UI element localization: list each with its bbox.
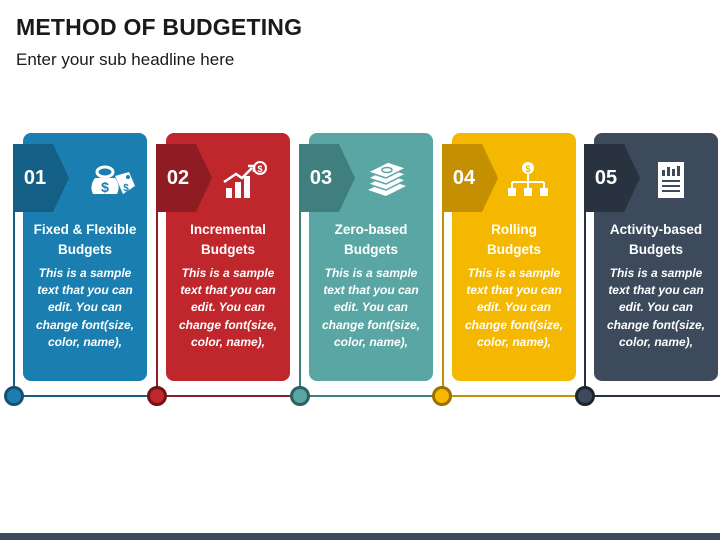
- svg-text:$: $: [101, 179, 109, 195]
- number-tab: [156, 144, 196, 212]
- connector-line-4: [442, 180, 444, 388]
- connector-line-1: [13, 180, 15, 388]
- card-title: Fixed & Flexible Budgets: [33, 222, 137, 257]
- timeline-segment-5: [593, 395, 720, 397]
- card-description: This is a sample text that you can edit. Y…: [178, 266, 277, 349]
- card-description: This is a sample text that you can edit. Y…: [35, 266, 134, 349]
- card-title: Rolling Budgets: [487, 222, 541, 257]
- timeline-segment-4: [451, 395, 585, 397]
- connector-line-3: [299, 180, 301, 388]
- report-document-icon: [645, 160, 697, 200]
- number-tab: [13, 144, 53, 212]
- card-title: Incremental Budgets: [190, 222, 266, 257]
- card-number: 05: [594, 166, 618, 189]
- dollar-hierarchy-icon: $: [502, 160, 554, 200]
- number-tab: [442, 144, 482, 212]
- card-description: This is a sample text that you can edit. Y…: [464, 266, 563, 349]
- connector-line-5: [584, 180, 586, 388]
- number-tab: [299, 144, 339, 212]
- card-description: This is a sample text that you can edit. Y…: [606, 266, 705, 349]
- card-title: Zero-based Budgets: [334, 222, 408, 257]
- tab-arrow: [339, 144, 355, 212]
- timeline-dot-1: [4, 386, 24, 406]
- number-tab: [584, 144, 624, 212]
- page-title: METHOD OF BUDGETING: [16, 14, 303, 40]
- tab-arrow: [53, 144, 69, 212]
- svg-text:$: $: [257, 164, 262, 174]
- tab-arrow: [624, 144, 640, 212]
- timeline-segment-2: [165, 395, 299, 397]
- card-number: 02: [166, 166, 190, 189]
- card-number: 01: [23, 166, 47, 189]
- svg-text:$: $: [123, 183, 129, 194]
- card-title: Activity-based Budgets: [609, 222, 703, 257]
- dollar-tag-icon: $ $: [85, 160, 137, 200]
- card-number: 04: [452, 166, 476, 189]
- timeline-dot-2: [147, 386, 167, 406]
- money-stack-icon: [360, 160, 412, 200]
- timeline-segment-1: [22, 395, 156, 397]
- tab-arrow: [196, 144, 212, 212]
- timeline-dot-5: [575, 386, 595, 406]
- timeline-dot-4: [432, 386, 452, 406]
- card-number: 03: [309, 166, 333, 189]
- tab-arrow: [482, 144, 498, 212]
- page-subtitle: Enter your sub headline here: [16, 50, 235, 69]
- connector-line-2: [156, 180, 158, 388]
- timeline-dot-3: [290, 386, 310, 406]
- card-description: This is a sample text that you can edit. Y…: [321, 266, 420, 349]
- growth-chart-icon: $: [220, 160, 272, 200]
- svg-text:$: $: [525, 164, 530, 174]
- timeline-segment-3: [308, 395, 442, 397]
- footer-bar: [0, 533, 720, 540]
